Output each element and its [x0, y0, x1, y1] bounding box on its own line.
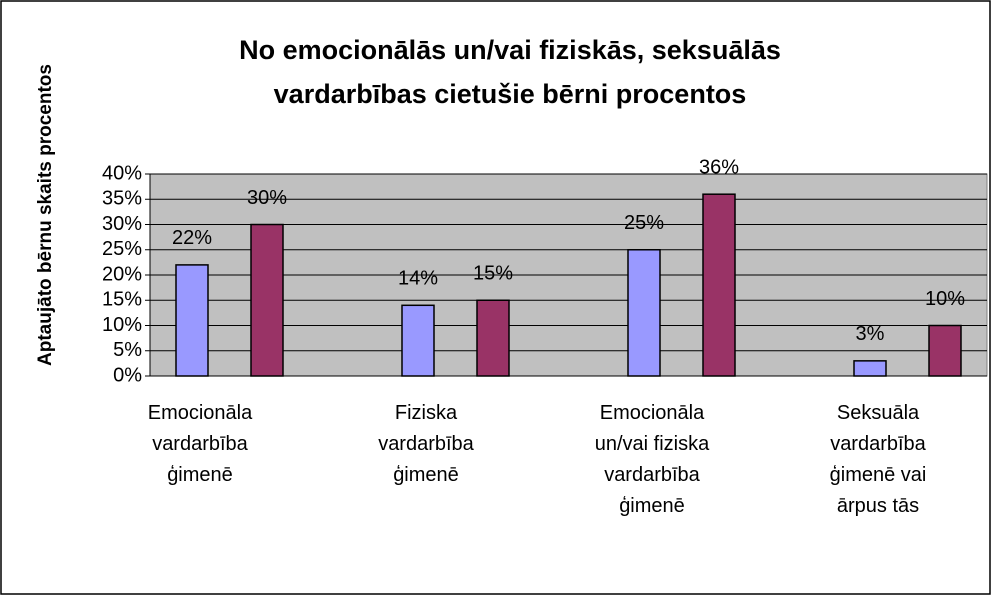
- y-tick-label: 20%: [102, 263, 142, 285]
- y-tick-label: 40%: [102, 162, 142, 184]
- data-label: 30%: [247, 187, 287, 209]
- y-axis-label: Aptaujāto bērnu skaits procentos: [35, 64, 56, 366]
- bar: [250, 223, 284, 377]
- bar: [175, 264, 209, 377]
- data-label: 36%: [699, 156, 739, 178]
- data-label: 22%: [172, 227, 212, 249]
- bar: [702, 193, 736, 377]
- y-tick-label: 10%: [102, 314, 142, 336]
- data-label: 3%: [856, 323, 885, 345]
- y-tick-label: 0%: [113, 364, 142, 386]
- data-label: 10%: [925, 288, 965, 310]
- bar: [928, 324, 962, 377]
- chart-title: No emocionālās un/vai fiziskās, seksuālā…: [239, 35, 781, 109]
- y-tick-label: 25%: [102, 238, 142, 260]
- bar: [401, 304, 435, 377]
- x-tick-label: Fiziska vardarbība ģimenē: [378, 402, 474, 486]
- bar: [627, 249, 661, 377]
- y-tick-label: 30%: [102, 213, 142, 235]
- y-tick-label: 35%: [102, 188, 142, 210]
- y-tick-label: 15%: [102, 289, 142, 311]
- bar: [853, 360, 887, 377]
- data-label: 14%: [398, 268, 438, 290]
- bar: [476, 299, 510, 377]
- data-label: 15%: [473, 263, 513, 285]
- x-tick-label: Seksuāla vardarbība ģimenē vai ārpus tās: [829, 402, 927, 517]
- x-tick-label: Emocionāla un/vai fiziska vardarbība ģim…: [594, 402, 710, 517]
- y-tick-label: 5%: [113, 339, 142, 361]
- x-tick-label: Emocionāla vardarbība ģimenē: [147, 402, 253, 486]
- data-label: 25%: [624, 212, 664, 234]
